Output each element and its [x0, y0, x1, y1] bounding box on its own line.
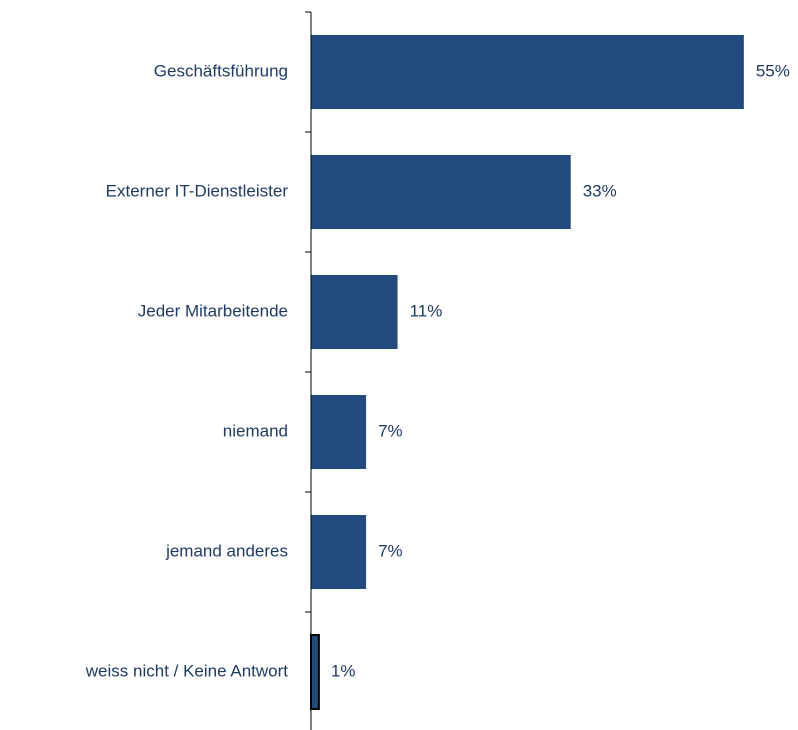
bar — [310, 634, 320, 710]
value-label: 33% — [583, 181, 617, 200]
bar — [311, 395, 367, 469]
value-label: 7% — [378, 541, 403, 560]
category-label: jemand anderes — [165, 541, 288, 560]
value-label: 1% — [331, 661, 356, 680]
bar — [311, 35, 744, 109]
category-label: Externer IT-Dienstleister — [106, 181, 289, 200]
bar — [311, 155, 571, 229]
category-label: niemand — [223, 421, 288, 440]
value-label: 7% — [378, 421, 403, 440]
value-label: 55% — [756, 61, 790, 80]
value-label: 11% — [410, 301, 443, 320]
category-label: Geschäftsführung — [154, 61, 288, 80]
bar — [311, 515, 367, 589]
category-label: weiss nicht / Keine Antwort — [85, 661, 288, 680]
category-label: Jeder Mitarbeitende — [138, 301, 288, 320]
bar — [311, 275, 398, 349]
